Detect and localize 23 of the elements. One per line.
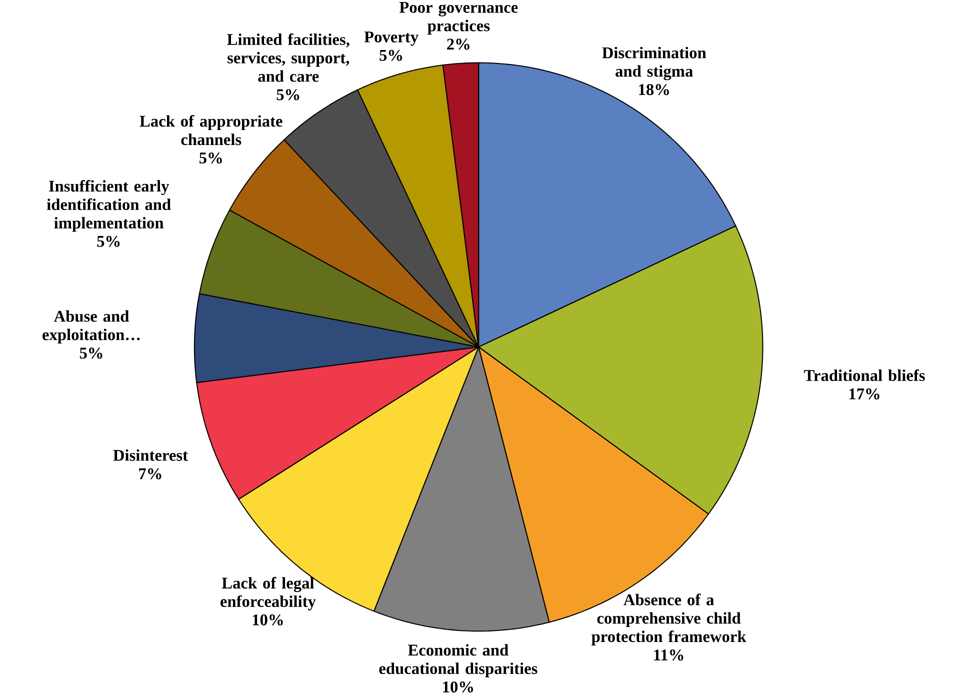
data-label: 7% [139, 468, 162, 480]
data-label: 18% [639, 84, 669, 96]
data-label: 5% [380, 50, 402, 62]
data-label: 17% [849, 388, 880, 400]
slice-label: Lack of appropriate channels [140, 115, 282, 146]
data-label: 5% [97, 236, 120, 248]
slice-label: Disinterest [113, 450, 188, 462]
data-label: 5% [276, 89, 300, 100]
slice-label: Traditional bliefs [804, 370, 925, 382]
slice-label: Insufficient early identification and implementation [46, 180, 171, 232]
slice-label: Absence of a comprehensive child protection framework [591, 594, 746, 646]
data-label: 5% [80, 348, 102, 359]
slice-label: Abuse and exploitation… [42, 310, 140, 344]
data-label: 10% [443, 682, 473, 693]
slice-label: Poverty [364, 32, 418, 46]
data-label: 5% [200, 152, 222, 164]
slice-label: Limited facilities, services, support, and care [227, 34, 350, 82]
data-label: 11% [654, 650, 684, 661]
data-label: 2% [447, 38, 470, 50]
slice-label: Economic and educational disparities [379, 644, 538, 678]
data-label: 10% [252, 614, 283, 626]
slice-label: Discrimination and stigma [602, 47, 706, 80]
slice-label: Lack of legal enforceability [220, 577, 316, 611]
